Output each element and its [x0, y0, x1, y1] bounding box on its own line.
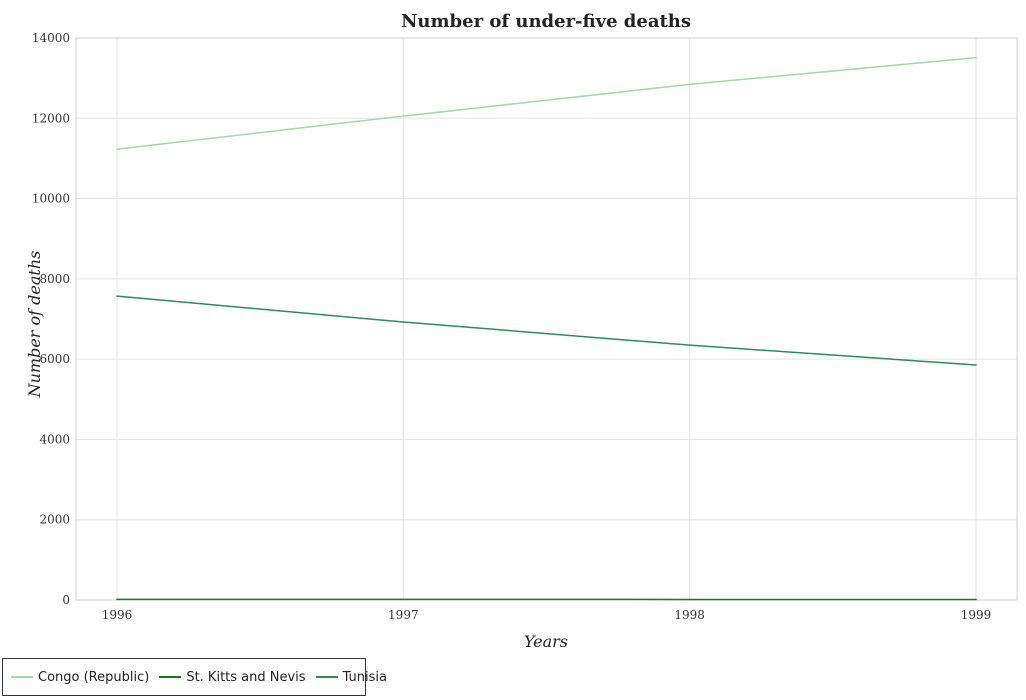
y-axis-label: Number of deaths	[25, 251, 44, 399]
data-point	[402, 115, 405, 117]
axes: 0 2000 4000 6000 8000 10000 12000 14000 1996 1997…	[32, 31, 1018, 622]
x-tick-label: 1997	[388, 608, 419, 622]
y-tick-label: 0	[62, 593, 70, 607]
y-tick-label: 12000	[32, 111, 70, 125]
data-point	[402, 598, 405, 601]
y-tick-label: 14000	[32, 31, 70, 45]
x-tick-label: 1996	[102, 608, 133, 622]
legend-label: St. Kitts and Nevis	[186, 669, 306, 685]
legend-swatch	[11, 676, 33, 678]
data-point	[975, 598, 977, 601]
y-tick-label: 2000	[39, 513, 70, 527]
series-line-congo-republic-	[116, 56, 977, 150]
series-lines	[116, 56, 977, 601]
legend-swatch	[159, 676, 182, 678]
series-line-tunisia	[116, 295, 977, 366]
data-point	[975, 364, 977, 366]
y-tick-label: 10000	[32, 192, 70, 206]
y-tick-label: 6000	[39, 352, 70, 366]
y-tick-label: 8000	[39, 272, 70, 286]
data-point	[688, 344, 691, 346]
data-point	[688, 598, 691, 601]
x-axis-label: Years	[524, 632, 568, 651]
data-point	[402, 321, 405, 323]
grid	[76, 37, 1017, 601]
data-point	[688, 83, 691, 86]
legend-label: Tunisia	[342, 669, 387, 685]
legend-item: Tunisia	[315, 669, 387, 685]
x-tick-label: 1998	[674, 608, 705, 622]
y-tick-label: 4000	[39, 432, 70, 446]
legend: Congo (Republic) St. Kitts and Nevis Tunis…	[2, 658, 387, 696]
data-point	[116, 148, 118, 150]
data-point	[116, 295, 118, 297]
chart-title: Number of under-five deaths	[401, 11, 691, 32]
plot-frame	[75, 37, 1018, 601]
data-point	[975, 56, 977, 59]
legend-item: Congo (Republic)	[11, 670, 149, 685]
legend-swatch	[315, 676, 338, 678]
data-point	[116, 598, 118, 601]
legend-item: St. Kitts and Nevis	[159, 669, 306, 685]
legend-label: Congo (Republic)	[38, 669, 150, 685]
x-tick-label: 1999	[961, 608, 992, 622]
